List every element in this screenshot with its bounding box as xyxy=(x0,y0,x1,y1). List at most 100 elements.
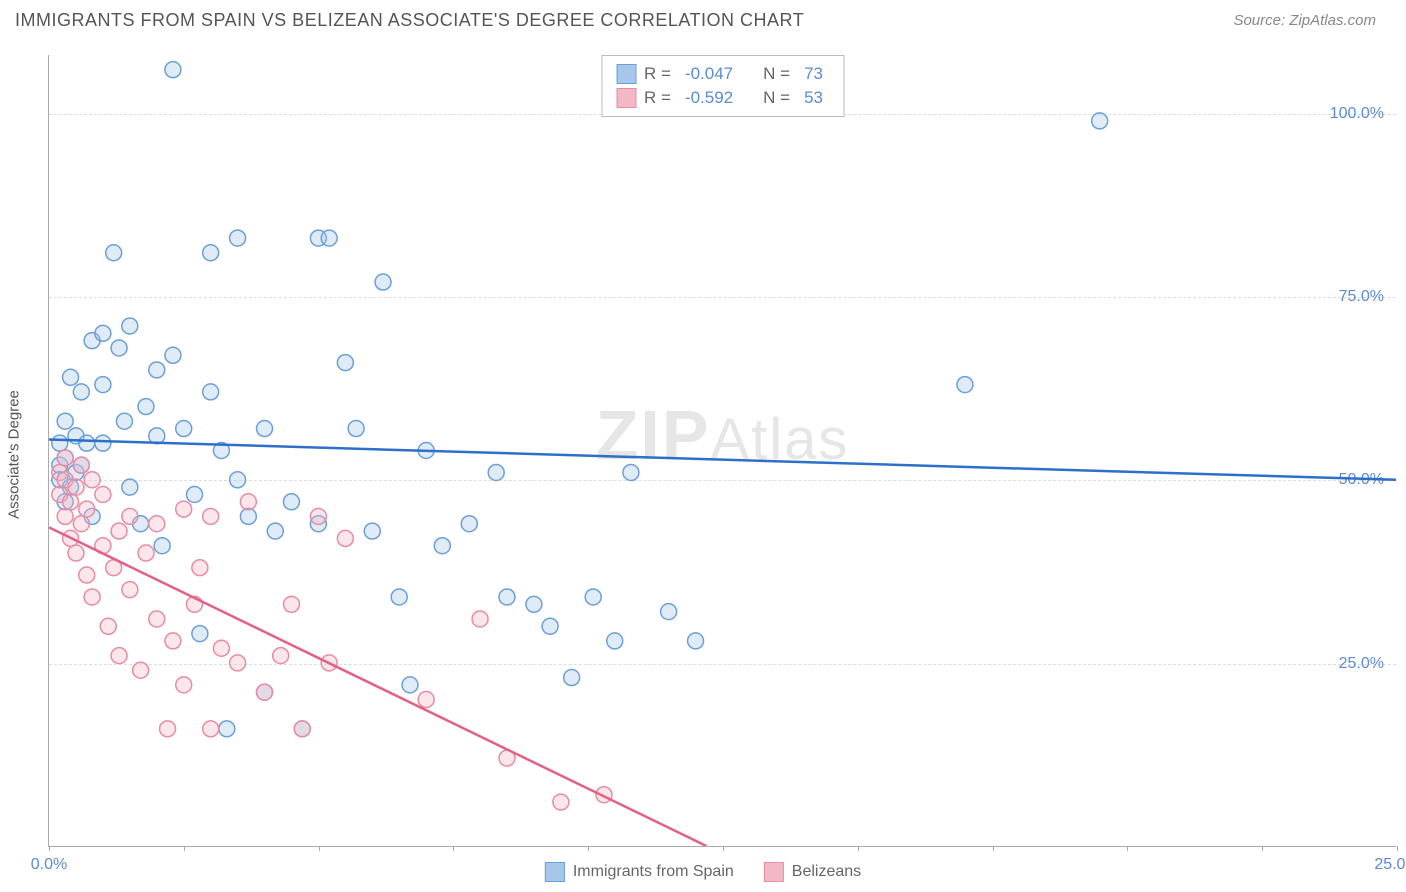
data-point-belize xyxy=(111,648,127,664)
data-point-spain xyxy=(688,633,704,649)
plot-area: R =-0.047N =73R =-0.592N =53 ZIPAtlas 25… xyxy=(48,55,1396,847)
data-point-spain xyxy=(230,472,246,488)
data-point-spain xyxy=(230,230,246,246)
data-point-spain xyxy=(106,245,122,261)
x-tick xyxy=(184,846,185,851)
legend-item-spain: Immigrants from Spain xyxy=(545,862,734,882)
swatch-spain xyxy=(616,64,636,84)
data-point-belize xyxy=(165,633,181,649)
data-point-belize xyxy=(73,457,89,473)
data-point-belize xyxy=(111,523,127,539)
data-point-spain xyxy=(257,421,273,437)
data-point-spain xyxy=(348,421,364,437)
data-point-spain xyxy=(1092,113,1108,129)
data-point-belize xyxy=(160,721,176,737)
data-point-spain xyxy=(402,677,418,693)
data-point-belize xyxy=(283,596,299,612)
y-axis-label: Associate's Degree xyxy=(6,390,23,519)
n-label: N = xyxy=(763,88,790,108)
data-point-belize xyxy=(149,516,165,532)
n-label: N = xyxy=(763,64,790,84)
data-point-belize xyxy=(68,479,84,495)
data-point-belize xyxy=(79,567,95,583)
swatch-spain xyxy=(545,862,565,882)
r-label: R = xyxy=(644,88,671,108)
data-point-spain xyxy=(186,486,202,502)
data-point-spain xyxy=(149,362,165,378)
data-point-belize xyxy=(257,684,273,700)
data-point-spain xyxy=(203,384,219,400)
data-point-belize xyxy=(84,589,100,605)
data-point-spain xyxy=(434,538,450,554)
data-point-spain xyxy=(176,421,192,437)
legend-row-spain: R = -0.047 N = 73 xyxy=(616,62,829,86)
data-point-spain xyxy=(499,589,515,605)
x-tick xyxy=(1397,846,1398,851)
x-tick xyxy=(993,846,994,851)
data-point-belize xyxy=(133,662,149,678)
data-point-spain xyxy=(203,245,219,261)
x-tick xyxy=(319,846,320,851)
x-tick-label: 0.0% xyxy=(31,856,67,874)
data-point-belize xyxy=(240,494,256,510)
x-tick xyxy=(49,846,50,851)
data-point-spain xyxy=(957,377,973,393)
data-point-belize xyxy=(310,508,326,524)
data-point-spain xyxy=(337,355,353,371)
data-point-spain xyxy=(526,596,542,612)
n-value: 53 xyxy=(804,88,823,108)
data-point-belize xyxy=(79,501,95,517)
data-point-belize xyxy=(230,655,246,671)
data-point-spain xyxy=(95,435,111,451)
data-point-spain xyxy=(240,508,256,524)
x-tick xyxy=(1127,846,1128,851)
data-point-belize xyxy=(95,486,111,502)
data-point-belize xyxy=(337,530,353,546)
data-point-belize xyxy=(418,692,434,708)
data-point-belize xyxy=(273,648,289,664)
data-point-spain xyxy=(165,62,181,78)
data-point-belize xyxy=(57,450,73,466)
data-point-spain xyxy=(364,523,380,539)
data-point-belize xyxy=(138,545,154,561)
legend-item-belize: Belizeans xyxy=(764,862,861,882)
data-point-spain xyxy=(95,325,111,341)
n-value: 73 xyxy=(804,64,823,84)
legend-row-belize: R =-0.592N =53 xyxy=(616,86,829,110)
data-point-spain xyxy=(564,670,580,686)
series-label: Immigrants from Spain xyxy=(573,863,734,881)
data-point-spain xyxy=(461,516,477,532)
data-point-belize xyxy=(176,501,192,517)
series-legend: Immigrants from Spain Belizeans xyxy=(545,862,861,882)
r-label: R = xyxy=(644,64,671,84)
data-point-belize xyxy=(122,582,138,598)
data-point-spain xyxy=(661,604,677,620)
data-point-spain xyxy=(607,633,623,649)
data-point-spain xyxy=(63,369,79,385)
data-point-belize xyxy=(472,611,488,627)
data-point-spain xyxy=(219,721,235,737)
data-point-belize xyxy=(73,516,89,532)
data-point-spain xyxy=(79,435,95,451)
data-point-belize xyxy=(63,494,79,510)
data-point-spain xyxy=(488,464,504,480)
data-point-belize xyxy=(294,721,310,737)
data-point-belize xyxy=(84,472,100,488)
data-point-spain xyxy=(283,494,299,510)
data-point-spain xyxy=(95,377,111,393)
r-value: -0.047 xyxy=(685,64,733,84)
data-point-spain xyxy=(165,347,181,363)
data-point-spain xyxy=(192,626,208,642)
data-point-spain xyxy=(111,340,127,356)
data-point-spain xyxy=(52,435,68,451)
data-point-spain xyxy=(542,618,558,634)
chart-title: IMMIGRANTS FROM SPAIN VS BELIZEAN ASSOCI… xyxy=(15,10,804,31)
x-tick xyxy=(723,846,724,851)
data-point-belize xyxy=(57,508,73,524)
trend-line-spain xyxy=(49,440,1396,480)
data-point-spain xyxy=(267,523,283,539)
data-point-belize xyxy=(553,794,569,810)
x-tick-label: 25.0% xyxy=(1374,856,1406,874)
data-point-spain xyxy=(585,589,601,605)
trend-line-belize xyxy=(49,527,706,846)
